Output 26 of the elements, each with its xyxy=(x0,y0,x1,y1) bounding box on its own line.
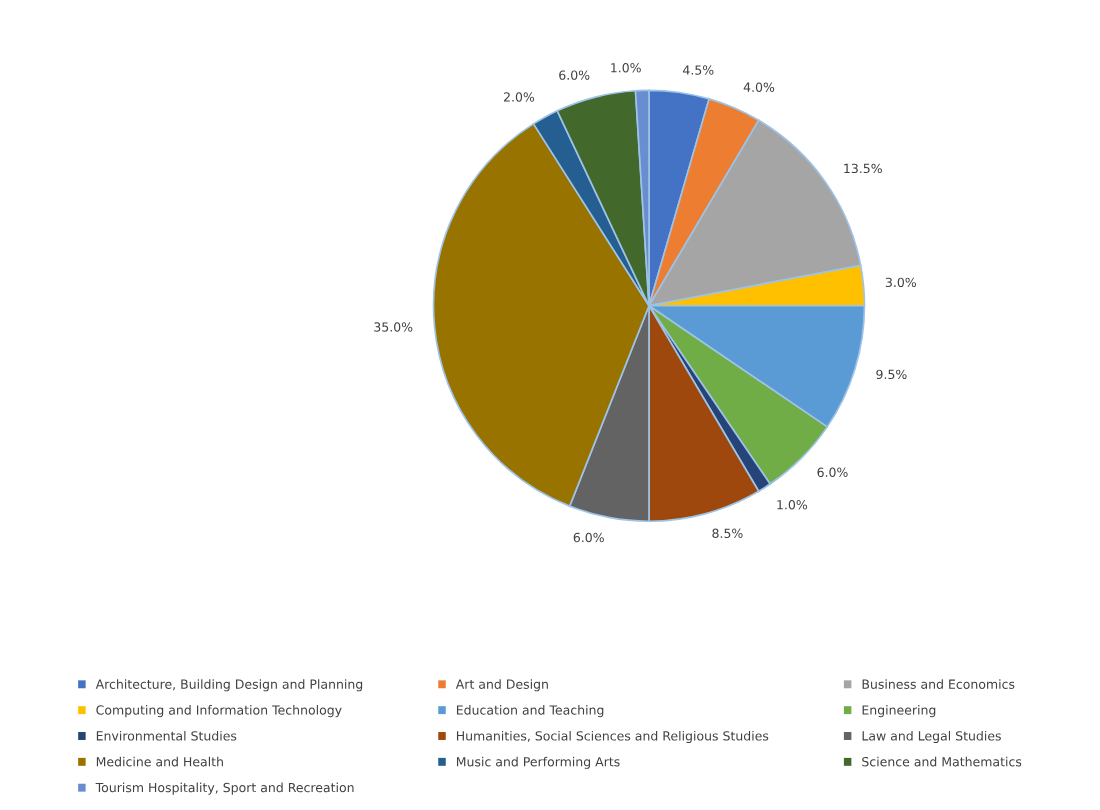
data-label: 2.0% xyxy=(503,92,535,102)
legend-label: Engineering xyxy=(862,705,936,718)
data-label: 6.0% xyxy=(573,532,604,543)
data-label: 9.5% xyxy=(876,369,907,380)
legend-label: Tourism Hospitality, Sport and Recreation xyxy=(95,782,354,795)
data-label: 1.0% xyxy=(611,63,641,73)
legend-label: Architecture, Building Design and Planning xyxy=(95,679,363,692)
data-label: 6.0% xyxy=(559,70,590,80)
data-label: 1.0% xyxy=(777,500,808,510)
data-label: 35.0% xyxy=(374,322,413,332)
data-label: 3.0% xyxy=(885,277,917,288)
data-label: 4.0% xyxy=(743,82,775,92)
legend-label: Art and Design xyxy=(455,679,548,692)
legend-label: Science and Mathematics xyxy=(862,756,1022,767)
legend-label: Education and Teaching xyxy=(456,705,604,718)
data-label: 13.5% xyxy=(844,163,882,174)
legend-label: Environmental Studies xyxy=(96,730,237,741)
legend-label: Computing and Information Technology xyxy=(96,705,342,718)
data-label: 8.5% xyxy=(712,528,743,539)
legend-label: Medicine and Health xyxy=(96,756,223,767)
data-label: 4.5% xyxy=(683,65,714,75)
legend-label: Music and Performing Arts xyxy=(456,756,620,769)
legend-label: Business and Economics xyxy=(862,679,1015,689)
legend-label: Humanities, Social Sciences and Religious Studies xyxy=(456,730,769,743)
data-label: 6.0% xyxy=(817,467,848,477)
legend-label: Law and Legal Studies xyxy=(862,730,1001,743)
